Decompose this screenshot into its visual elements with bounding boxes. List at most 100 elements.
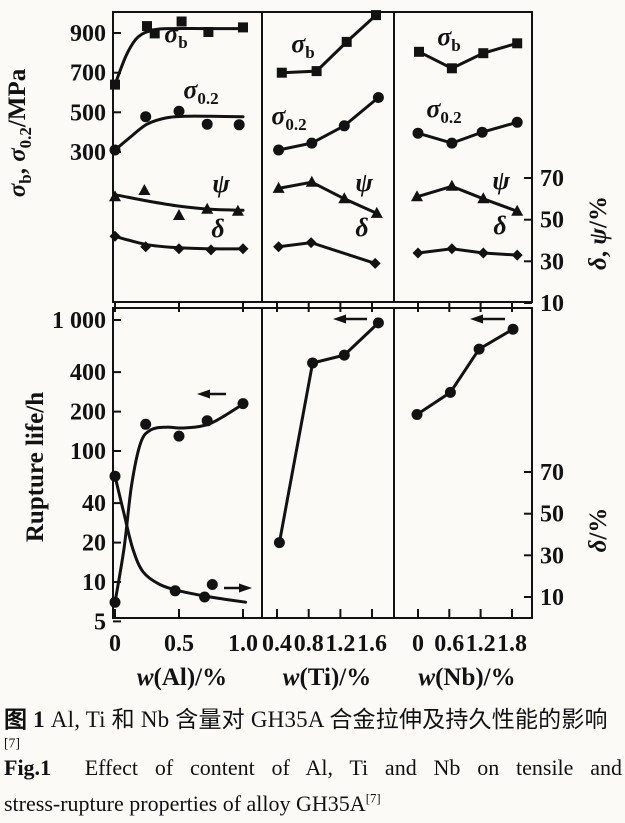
marker-triangle <box>109 190 121 202</box>
y-tick-label: 900 <box>70 21 106 47</box>
marker-circle <box>109 144 121 156</box>
marker-diamond <box>369 257 381 269</box>
panel-rupture-al <box>109 389 252 608</box>
marker-triangle <box>477 192 490 204</box>
series-label-psi: ψ <box>212 169 230 198</box>
marker-circle <box>511 116 523 128</box>
marker-square <box>110 79 120 90</box>
marker-triangle <box>272 181 285 193</box>
y-tick-label: 20 <box>82 531 106 557</box>
marker-diamond <box>273 241 285 253</box>
axis-pct_top: 70 50 30 10 δ, ψ/% <box>524 166 612 317</box>
marker-triangle <box>370 206 383 218</box>
y-tick-label: 70 <box>540 460 564 486</box>
series-label-sigma-b: σb <box>437 22 460 55</box>
marker-circle <box>140 111 152 123</box>
x-tick-label: 1.6 <box>357 631 387 657</box>
marker-circle <box>109 596 121 608</box>
marker-circle <box>372 317 384 329</box>
marker-square <box>276 67 287 78</box>
y-tick-label: 400 <box>70 360 106 386</box>
marker-square <box>203 27 214 37</box>
x-tick-label: 0 <box>109 631 121 657</box>
marker-circle <box>473 343 485 355</box>
marker-circle <box>476 126 488 138</box>
x-tick-label: 1.2 <box>325 631 355 657</box>
arrow-head <box>470 314 483 324</box>
marker-square <box>238 22 248 33</box>
x-tick-label: 1.0 <box>228 631 258 657</box>
marker-circle <box>173 430 185 442</box>
y-tick-label: 40 <box>82 491 106 517</box>
x-tick-label: 0.4 <box>262 631 292 657</box>
x-axis-col0: 0 0.5 1.0w(Al)/% <box>109 302 258 691</box>
series-line-delta <box>416 247 519 257</box>
marker-triangle <box>411 190 423 202</box>
series-line-delta-rupture <box>113 474 248 604</box>
axis-title-pct_top: δ, ψ/% <box>585 196 612 270</box>
marker-circle <box>206 579 218 590</box>
marker-circle <box>446 137 458 149</box>
panel-rupture-ti <box>273 314 384 549</box>
series-label-delta: δ <box>211 214 224 243</box>
y-tick-label: 10 <box>82 570 106 596</box>
y-tick-label: 5 <box>94 609 106 635</box>
caption-zh-text: Al, Ti 和 Nb 含量对 GH35A 合金拉伸及持久性能的影响 <box>44 707 608 732</box>
marker-circle <box>507 323 519 335</box>
y-tick-label: 70 <box>540 166 564 192</box>
series-line-psi <box>113 193 245 212</box>
y-tick-label: 1 000 <box>52 308 106 334</box>
x-axis-col2: 0 0.6 1.2 1.8 w(Nb)/% <box>412 302 527 691</box>
caption-en-line1: Fig.1 Effect of content of Al, Ti and Nb… <box>4 750 622 786</box>
figure-caption-zh: 图 1 Al, Ti 和 Nb 含量对 GH35A 合金拉伸及持久性能的影响 [7… <box>4 706 622 764</box>
caption-zh-reference: [7] <box>4 735 21 751</box>
panel-tensile-nb: σb σ0.2 ψδ <box>411 22 524 261</box>
series-line-rupture-life <box>415 327 515 416</box>
marker-diamond <box>205 244 217 256</box>
marker-circle <box>412 127 424 139</box>
marker-square <box>149 28 160 39</box>
marker-square <box>446 63 457 74</box>
series-line-sigma-b <box>417 41 519 70</box>
arrow-head <box>333 314 346 324</box>
marker-circle <box>140 418 152 430</box>
y-tick-label: 700 <box>70 61 106 87</box>
marker-circle <box>273 144 285 156</box>
marker-square <box>371 10 381 21</box>
marker-circle <box>411 409 423 420</box>
panel-tensile-ti: σb σ0.2 ψδ <box>271 10 384 269</box>
x-axis-col1: 0.4 0.8 1.2 1.6 w(Ti)/% <box>262 302 387 691</box>
marker-diamond <box>446 243 458 255</box>
figure-background <box>0 0 625 700</box>
y-tick-label: 100 <box>70 439 106 465</box>
marker-triangle <box>305 175 318 187</box>
axis-life: 1 000 400 200 100 40 20 10 5 Rupture life/h <box>22 308 121 635</box>
y-tick-label: 10 <box>540 585 564 611</box>
caption-en-reference: [7] <box>365 791 381 806</box>
axis-direction-arrow-left <box>333 314 367 324</box>
x-axis-title: w(Al)/% <box>137 664 227 691</box>
series-label-psi: ψ <box>355 168 373 197</box>
marker-square <box>341 36 352 47</box>
marker-circle <box>372 92 384 103</box>
marker-circle <box>109 470 121 482</box>
marker-circle <box>306 137 318 149</box>
marker-triangle <box>338 192 351 204</box>
axis-title-text: δ, ψ/% <box>585 196 612 270</box>
marker-circle <box>338 349 350 361</box>
x-tick-label: 1.8 <box>497 631 527 657</box>
marker-circle <box>173 105 185 117</box>
series-line-sigma-b <box>280 13 378 75</box>
marker-diamond <box>109 230 121 242</box>
series-label-psi: ψ <box>492 166 510 195</box>
y-tick-label: 50 <box>540 502 564 528</box>
x-tick-label: 0.5 <box>164 631 194 657</box>
marker-circle <box>273 537 285 549</box>
x-tick-label: 0.6 <box>434 631 464 657</box>
axis-title-text: Rupture life/h <box>22 392 49 542</box>
axis-direction-arrow-left <box>470 314 505 324</box>
marker-square <box>478 48 489 59</box>
caption-en-line2: stress-rupture properties of alloy GH35A… <box>4 786 622 822</box>
series-label-sigma-b: σb <box>164 19 187 52</box>
